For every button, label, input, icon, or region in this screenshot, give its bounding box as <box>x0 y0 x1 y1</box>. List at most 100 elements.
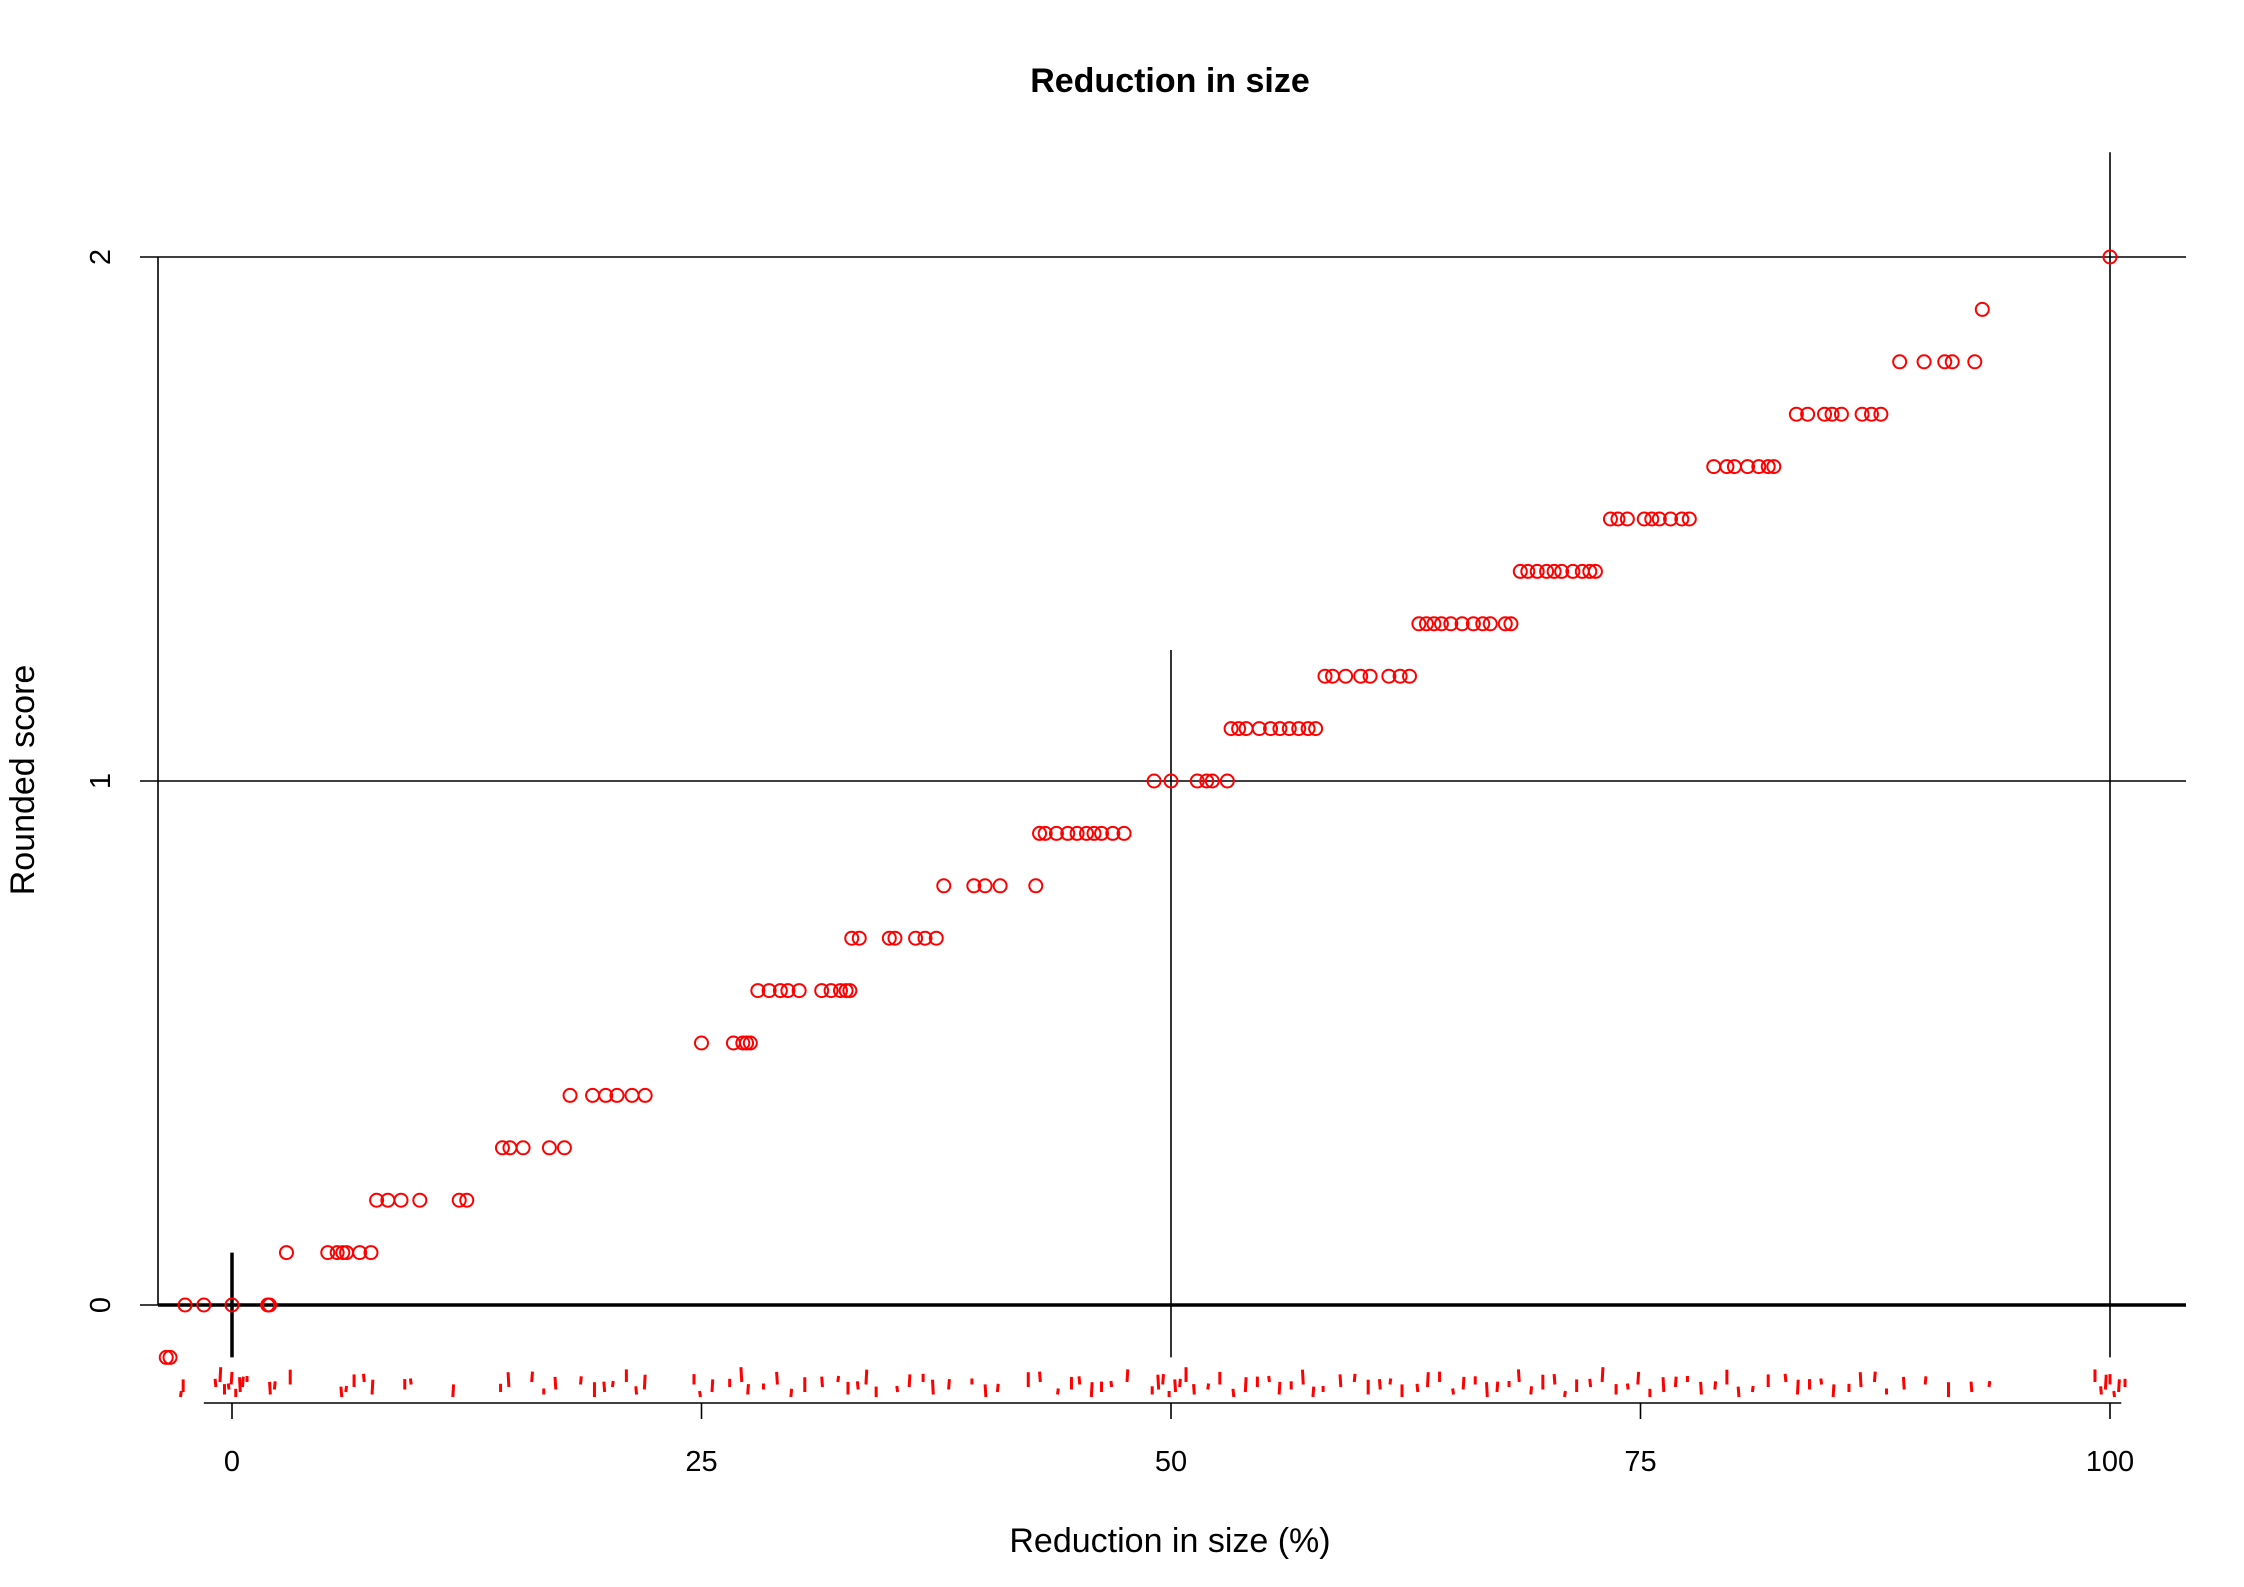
data-point <box>1199 773 1215 789</box>
data-point <box>1974 301 1990 317</box>
rug-mark <box>229 1371 234 1385</box>
rug-mark <box>272 1381 277 1390</box>
rug-mark <box>1267 1375 1271 1383</box>
rug-mark <box>983 1384 988 1398</box>
data-point <box>1554 563 1570 579</box>
data-point <box>1937 354 1953 370</box>
data-point <box>1381 668 1397 684</box>
rug-mark <box>895 1385 900 1393</box>
data-point <box>158 1349 174 1365</box>
data-point <box>1719 459 1735 475</box>
data-point <box>1402 668 1418 684</box>
data-point <box>1497 616 1513 632</box>
rug-mark <box>1750 1385 1755 1393</box>
rug-mark <box>864 1369 869 1385</box>
rug-mark <box>268 1381 272 1395</box>
rug-mark <box>1451 1388 1455 1395</box>
rug-mark <box>1699 1381 1703 1395</box>
rug-mark <box>1425 1372 1430 1388</box>
data-point <box>1760 459 1776 475</box>
rug-mark <box>1872 1371 1877 1383</box>
data-point <box>1944 354 1960 370</box>
data-point <box>1863 406 1879 422</box>
data-point <box>1582 563 1598 579</box>
rug-mark <box>1161 1373 1165 1385</box>
data-point <box>1602 511 1618 527</box>
rug-mark <box>1231 1388 1236 1398</box>
data-point <box>1272 721 1288 737</box>
rug-mark <box>602 1381 607 1393</box>
rug-mark <box>1831 1384 1836 1398</box>
rug-mark <box>995 1383 1000 1393</box>
reference-lines <box>230 152 2111 1358</box>
rug-mark <box>213 1378 218 1388</box>
data-point <box>1892 354 1908 370</box>
data-point <box>1048 825 1064 841</box>
rug-mark <box>1156 1374 1161 1390</box>
rug-mark <box>1173 1379 1178 1393</box>
rug-mark <box>238 1377 242 1393</box>
data-point <box>1426 616 1442 632</box>
rug-mark <box>1352 1373 1357 1383</box>
data-point <box>1800 406 1816 422</box>
rug-mark <box>775 1371 779 1385</box>
rug-mark <box>634 1386 639 1395</box>
data-point <box>1681 511 1697 527</box>
data-point <box>1308 721 1324 737</box>
data-point <box>363 1245 379 1261</box>
rug-mark <box>1901 1376 1906 1390</box>
data-point <box>928 930 944 946</box>
data-point <box>791 983 807 999</box>
data-point <box>1189 773 1205 789</box>
data-point <box>393 1192 409 1208</box>
data-point <box>1475 616 1491 632</box>
rug-mark <box>1125 1369 1130 1383</box>
rug-mark <box>1783 1373 1788 1383</box>
data-point <box>562 1087 578 1103</box>
data-point <box>1060 825 1076 841</box>
rug-mark <box>1485 1382 1489 1398</box>
x-tick-label-50: 50 <box>1155 1446 1187 1478</box>
rug-mark <box>344 1385 349 1393</box>
data-point <box>1263 721 1279 737</box>
rug-mark <box>1206 1383 1211 1390</box>
rug-mark <box>1178 1378 1182 1388</box>
data-point <box>1037 825 1053 841</box>
data-point <box>838 983 854 999</box>
data-point <box>1610 511 1626 527</box>
rug-mark <box>710 1379 715 1393</box>
data-point <box>196 1297 212 1313</box>
x-tick-label-25: 25 <box>685 1446 717 1478</box>
grid-lines <box>158 256 2186 1307</box>
data-point <box>329 1245 345 1261</box>
data-point <box>541 1140 557 1156</box>
rug-mark <box>408 1378 413 1385</box>
rug-mark <box>1923 1376 1928 1385</box>
rug-mark <box>240 1376 245 1388</box>
rug-mark <box>370 1379 375 1395</box>
data-point <box>1443 616 1459 632</box>
data-point <box>1651 511 1667 527</box>
chart-title: Reduction in size <box>1030 62 1310 100</box>
rug-mark <box>1516 1369 1521 1383</box>
rug-mark <box>1625 1383 1630 1390</box>
rug-mark <box>1529 1386 1534 1395</box>
rug-mark <box>1987 1380 1992 1388</box>
data-point <box>739 1035 755 1051</box>
data-point <box>320 1245 336 1261</box>
x-tick-label-0: 0 <box>224 1446 240 1478</box>
data-point <box>917 930 933 946</box>
rug-mark <box>1563 1390 1567 1398</box>
data-point <box>1392 668 1408 684</box>
data-point <box>224 1297 240 1313</box>
rug-mark <box>930 1379 935 1395</box>
data-point <box>761 983 777 999</box>
rug-mark <box>1089 1382 1094 1398</box>
rug-mark <box>698 1390 702 1398</box>
data-point <box>772 983 788 999</box>
rug-mark <box>1056 1388 1060 1395</box>
data-point <box>1967 354 1983 370</box>
data-point <box>1300 721 1316 737</box>
data-point <box>1204 773 1220 789</box>
rug-mark <box>1038 1371 1042 1383</box>
